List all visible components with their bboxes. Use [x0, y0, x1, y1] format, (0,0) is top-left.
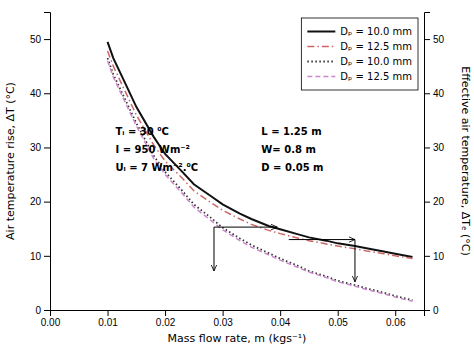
plot: 0.000.010.020.030.040.050.06010203040500…	[4, 13, 472, 346]
arrow	[289, 239, 355, 240]
x-axis-title: Mass flow rate, m (kgs⁻¹)	[168, 332, 307, 345]
y2-axis-title: Effective air temperature, ΔTₑ (°C)	[459, 66, 472, 256]
annotation: L = 1.25 m	[261, 126, 321, 137]
x-axis: 0.00 0.01 0.02 0.03 0.04 0.05 0.06	[41, 310, 425, 328]
tick-mark	[424, 93, 430, 94]
series-line	[108, 61, 413, 302]
tick-mark	[338, 310, 339, 316]
tick: 0	[424, 305, 439, 316]
axis-line	[44, 13, 51, 311]
annotation: I = 950 Wm⁻²	[115, 144, 190, 155]
tick-label: 40	[433, 88, 445, 99]
legend-swatch	[307, 46, 335, 48]
tick: 0.02	[156, 310, 176, 328]
tick: 0.00	[41, 310, 61, 328]
series-line	[108, 42, 413, 257]
axis-line	[51, 311, 425, 317]
tick-label: 0.03	[213, 317, 233, 328]
legend-label: Dₚ = 12.5 mm	[340, 71, 412, 82]
tick-label: 0.02	[156, 317, 176, 328]
legend-swatch	[307, 61, 335, 63]
tick: 50	[30, 34, 50, 45]
chart: 0.000.010.020.030.040.050.06010203040500…	[0, 0, 474, 350]
tick-label: 0.05	[328, 317, 348, 328]
tick-mark	[424, 147, 430, 148]
tick: 10	[30, 251, 50, 262]
tick: 10	[424, 251, 445, 262]
tick: 0.06	[386, 310, 406, 328]
tick: 50	[424, 34, 445, 45]
tick-mark	[223, 310, 224, 316]
annotation: Tᵢ = 30 ⁰C	[115, 126, 168, 137]
legend-swatch	[307, 31, 335, 33]
legend-item: Dₚ = 10.0 mm	[307, 56, 412, 67]
tick-label: 10	[433, 251, 445, 262]
tick-mark	[395, 310, 396, 316]
tick-mark	[44, 256, 50, 257]
tick-label: 50	[30, 34, 42, 45]
tick-mark	[44, 39, 50, 40]
tick-label: 0.06	[386, 317, 406, 328]
tick-label: 0	[433, 305, 439, 316]
series-line	[108, 58, 413, 300]
marks	[108, 42, 413, 302]
tick-label: 0.00	[41, 317, 61, 328]
tick-mark	[280, 310, 281, 316]
legend-label: Dₚ = 10.0 mm	[340, 56, 412, 67]
arrow	[213, 227, 214, 271]
legend-item: Dₚ = 12.5 mm	[307, 41, 412, 52]
tick: 30	[424, 142, 445, 153]
annotation: Uₗ = 7 Wm⁻².⁰C	[115, 162, 198, 173]
tick-mark	[165, 310, 166, 316]
tick-mark	[424, 310, 430, 311]
tick: 0.03	[213, 310, 233, 328]
tick-label: 20	[30, 196, 42, 207]
tick-label: 0	[35, 305, 41, 316]
tick-label: 40	[30, 88, 42, 99]
tick-label: 50	[433, 34, 445, 45]
y-axis: 0 10 20 30 40 50	[30, 13, 51, 316]
legend-item: Dₚ = 12.5 mm	[307, 71, 412, 82]
tick-label: 0.01	[98, 317, 118, 328]
tick-label: 10	[30, 251, 42, 262]
legend-box	[301, 18, 418, 90]
tick-mark	[424, 202, 430, 203]
tick-mark	[44, 202, 50, 203]
legend-item: Dₚ = 10.0 mm	[307, 26, 412, 37]
tick: 30	[30, 142, 50, 153]
tick: 40	[424, 88, 445, 99]
tick-mark	[108, 310, 109, 316]
annotation: W= 0.8 m	[261, 144, 316, 155]
y-axis-title: Air temperature rise, ΔT (°C)	[4, 82, 17, 240]
tick: 20	[30, 196, 50, 207]
tick: 0.01	[98, 310, 118, 328]
tick-mark	[424, 256, 430, 257]
legend-label: Dₚ = 10.0 mm	[340, 26, 412, 37]
arrow	[214, 227, 277, 228]
tick-mark	[44, 147, 50, 148]
tick-label: 30	[30, 142, 42, 153]
legend: Dₚ = 10.0 mm Dₚ = 12.5 mm Dₚ = 10.0 mm Dₚ =…	[301, 18, 418, 90]
tick-label: 20	[433, 196, 445, 207]
legend-label: Dₚ = 12.5 mm	[340, 41, 412, 52]
tick-label: 30	[433, 142, 445, 153]
legend-swatch	[307, 76, 335, 78]
tick-mark	[44, 93, 50, 94]
tick: 0.05	[328, 310, 348, 328]
tick: 40	[30, 88, 50, 99]
annotation: D = 0.05 m	[261, 162, 323, 173]
tick-mark	[424, 39, 430, 40]
axis-line	[425, 13, 431, 311]
tick: 0	[35, 305, 50, 316]
tick: 20	[424, 196, 445, 207]
arrow	[354, 240, 355, 282]
tick-mark	[44, 310, 50, 311]
y2-axis: 0 10 20 30 40 50	[424, 13, 445, 316]
tick-label: 0.04	[271, 317, 291, 328]
tick: 0.04	[271, 310, 291, 328]
